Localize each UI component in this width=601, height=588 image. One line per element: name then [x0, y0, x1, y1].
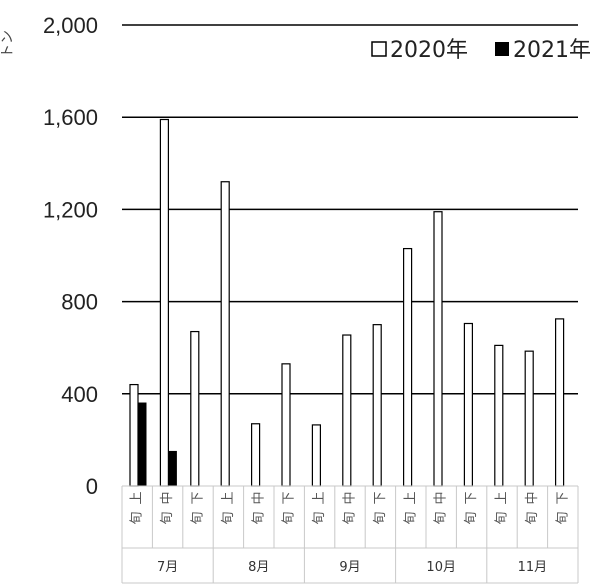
bar-2021: [168, 450, 177, 487]
y-tick-label: 2,000: [43, 13, 98, 38]
bar-2020: [372, 324, 382, 487]
x-tick-label: 中: [343, 491, 358, 504]
y-tick-label: 1,600: [43, 105, 98, 130]
y-axis-ticks: 0 400 800 1,200 1,600 2,000: [43, 13, 98, 499]
x-tick-label: 中: [525, 491, 540, 504]
bar-2020: [403, 247, 413, 487]
x-tick-label: 上: [312, 491, 327, 504]
bars: [129, 118, 565, 487]
x-tick-label: 旬: [312, 511, 327, 524]
legend-label-2021: 2021年: [513, 38, 591, 63]
bar-2020: [554, 318, 565, 487]
bar-2020: [251, 423, 261, 487]
y-tick-label: 0: [86, 474, 98, 499]
x-tick-label: 上: [221, 491, 236, 504]
x-tick-label: 旬: [555, 511, 570, 524]
month-label: 8月: [248, 560, 269, 575]
x-tick-label: 旬: [525, 511, 540, 524]
bar-2020: [342, 334, 352, 487]
x-tick-label: 旬: [373, 511, 388, 524]
bar-2020: [463, 322, 473, 487]
bar-2020: [524, 350, 534, 487]
bar-2020: [281, 363, 291, 487]
x-tick-label: 旬: [191, 511, 206, 524]
bar-2020: [494, 344, 504, 487]
x-tick-label: 旬: [343, 511, 358, 524]
bar-2020: [129, 383, 139, 487]
legend-swatch-2021: [495, 42, 509, 56]
bar-2020: [311, 424, 321, 487]
x-tick-label: 旬: [434, 511, 449, 524]
x-tick-label: 旬: [160, 511, 175, 524]
month-label: 9月: [339, 560, 360, 575]
x-tick-label: 下: [464, 491, 479, 504]
x-tick-label: 下: [282, 491, 297, 504]
y-tick-label: 1,200: [43, 197, 98, 222]
month-label: 7月: [157, 560, 178, 575]
x-tick-label: 下: [555, 491, 570, 504]
x-tick-label: 旬: [403, 511, 418, 524]
x-tick-label: 旬: [221, 511, 236, 524]
x-tick-label: 旬: [464, 511, 479, 524]
x-tick-label: 中: [251, 491, 266, 504]
month-label: 10月: [426, 560, 456, 575]
x-tick-label: 旬: [130, 511, 145, 524]
y-axis-label: トン: [0, 30, 16, 58]
legend-label-2020: 2020年: [390, 38, 468, 63]
y-tick-label: 800: [61, 290, 98, 315]
x-tick-label: 下: [191, 491, 206, 504]
bar-2020: [190, 330, 200, 487]
bar-2020: [220, 181, 230, 487]
bar-2020: [433, 211, 443, 487]
x-tick-label: 中: [160, 491, 175, 504]
x-tick-label: 下: [373, 491, 388, 504]
y-tick-label: 400: [61, 382, 98, 407]
x-tick-label: 上: [495, 491, 510, 504]
bar-2020: [159, 118, 169, 487]
x-tick-label: 上: [403, 491, 418, 504]
legend: 2020年 2021年: [371, 38, 591, 63]
bar-2021: [138, 402, 147, 487]
x-tick-label: 旬: [251, 511, 266, 524]
x-tick-label: 上: [130, 491, 145, 504]
month-label: 11月: [518, 560, 548, 575]
x-tick-label: 旬: [282, 511, 297, 524]
legend-swatch-2020: [371, 41, 387, 57]
x-tick-label: 旬: [495, 511, 510, 524]
x-tick-label: 中: [434, 491, 449, 504]
